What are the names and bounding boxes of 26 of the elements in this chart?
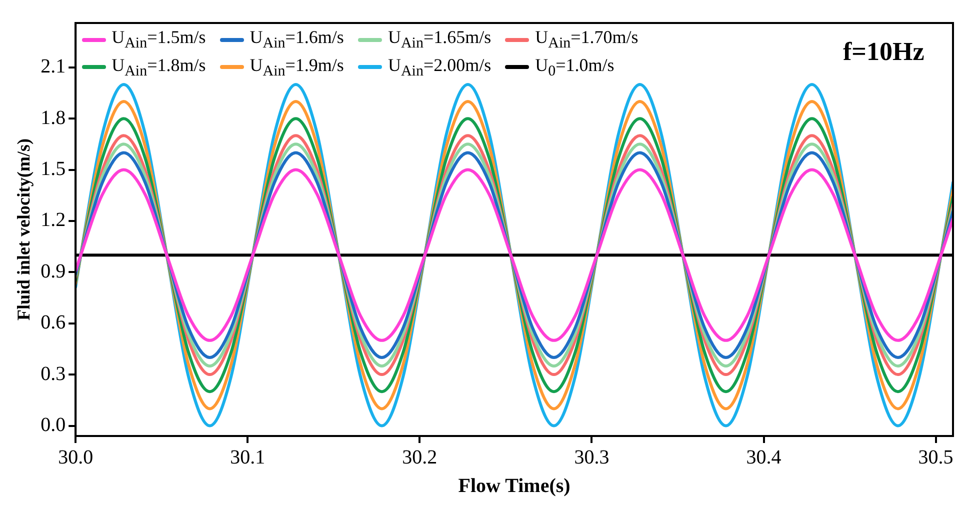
y-tick-label: 1.8 [40, 106, 66, 129]
x-tick-label: 30.0 [58, 446, 94, 468]
legend-label: U$_{Ain}$=1.70m/s [535, 27, 638, 53]
line-series [76, 168, 953, 342]
legend-label: U$_{Ain}$=2.00m/s [388, 54, 492, 80]
y-tick-label: 0.9 [40, 260, 66, 282]
x-axis-title: Flow Time(s) [458, 475, 570, 498]
legend-label: U$_{Ain}$=1.6m/s [250, 27, 344, 53]
y-tick-label: 1.2 [40, 209, 66, 232]
legend-label: U$_{Ain}$=1.65m/s [388, 27, 492, 53]
y-tick-label: 1.5 [40, 158, 66, 180]
x-tick-label: 30.4 [746, 446, 782, 468]
y-tick-label: 2.1 [40, 56, 66, 78]
legend-label: U$_{Ain}$=1.9m/s [250, 54, 344, 80]
legend-label: U$_{Ain}$=1.5m/s [112, 27, 206, 53]
legend-label: U$_{Ain}$=1.8m/s [112, 54, 206, 80]
annotation: f=10Hz [843, 37, 924, 67]
y-tick-label: 0.0 [40, 414, 66, 436]
y-tick-label: 0.3 [40, 362, 66, 385]
x-tick-label: 30.2 [402, 446, 438, 468]
y-axis-title: Fluid inlet velocity(m/s) [13, 138, 34, 320]
x-tick-label: 30.3 [574, 446, 610, 468]
y-tick-label: 0.6 [40, 312, 66, 334]
legend-label: U$_{0}$=1.0m/s [535, 54, 614, 80]
x-tick-label: 30.5 [918, 446, 954, 468]
x-tick-label: 30.1 [230, 446, 266, 468]
